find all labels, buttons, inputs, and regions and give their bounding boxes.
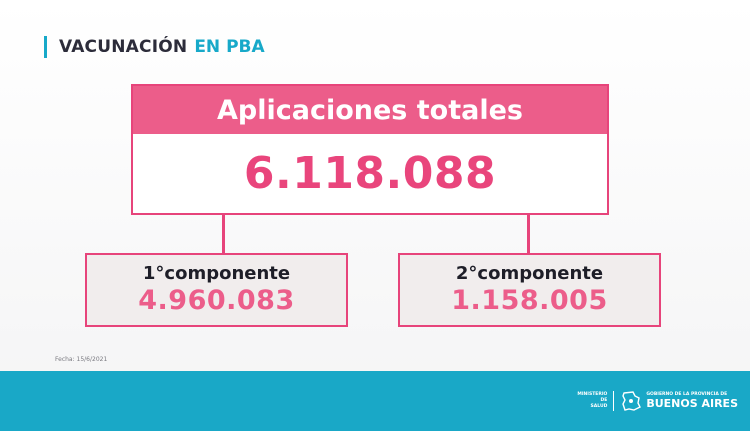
connector-right <box>527 215 530 253</box>
government-text: GOBIERNO DE LA PROVINCIA DE BUENOS AIRES <box>646 392 738 410</box>
government-name: BUENOS AIRES <box>646 397 738 410</box>
total-label: Aplicaciones totales <box>217 94 523 126</box>
second-component-value: 1.158.005 <box>451 285 608 316</box>
ministry-line1: MINISTERIO DE <box>577 392 608 403</box>
first-component-box: 1°componente 4.960.083 <box>85 253 348 327</box>
title-highlight-text: EN PBA <box>194 37 265 57</box>
title-main-text: VACUNACIÓN <box>59 37 188 57</box>
government-top-line: GOBIERNO DE LA PROVINCIA DE <box>646 392 728 397</box>
footer-brand: MINISTERIO DE SALUD GOBIERNO DE LA PROVI… <box>571 387 738 415</box>
province-map-icon <box>622 391 642 411</box>
total-value: 6.118.088 <box>243 148 497 199</box>
ministry-line2: SALUD <box>590 404 608 409</box>
connector-left <box>222 215 225 253</box>
title-accent-bar <box>44 36 47 58</box>
second-component-label: 2°componente <box>455 263 604 284</box>
total-value-area: 6.118.088 <box>133 134 607 213</box>
date-note: Fecha: 15/6/2021 <box>55 356 108 363</box>
total-header: Aplicaciones totales <box>133 86 607 134</box>
slide-title: VACUNACIÓN EN PBA <box>44 36 265 58</box>
first-component-value: 4.960.083 <box>138 285 295 316</box>
brand-divider <box>613 391 615 411</box>
footer-band: MINISTERIO DE SALUD GOBIERNO DE LA PROVI… <box>0 371 750 431</box>
second-component-box: 2°componente 1.158.005 <box>398 253 661 327</box>
total-applications-box: Aplicaciones totales 6.118.088 <box>131 84 609 215</box>
ministry-name: MINISTERIO DE SALUD <box>571 392 607 410</box>
first-component-label: 1°componente <box>142 263 291 284</box>
